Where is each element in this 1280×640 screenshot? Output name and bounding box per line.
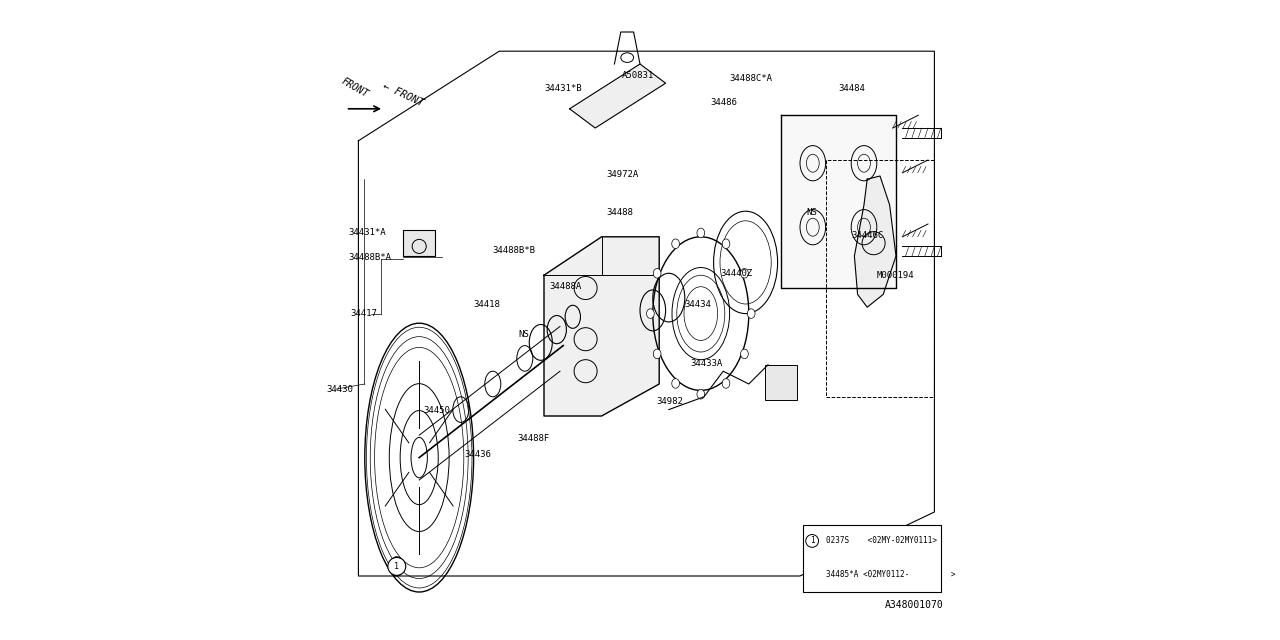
Text: 34484: 34484: [838, 84, 865, 93]
Text: 34488A: 34488A: [549, 282, 581, 291]
Polygon shape: [570, 64, 666, 128]
Text: 34434: 34434: [685, 300, 712, 308]
Text: ← FRONT: ← FRONT: [381, 81, 425, 109]
Text: 34982: 34982: [657, 397, 682, 406]
FancyBboxPatch shape: [765, 365, 796, 400]
Bar: [804, 525, 941, 592]
Text: 34431*B: 34431*B: [544, 84, 581, 93]
Polygon shape: [781, 115, 896, 288]
Ellipse shape: [653, 269, 660, 278]
Ellipse shape: [646, 309, 654, 319]
Ellipse shape: [696, 389, 704, 399]
Text: 34488B*A: 34488B*A: [348, 253, 392, 262]
Circle shape: [388, 557, 406, 575]
Text: 1: 1: [394, 562, 399, 571]
FancyBboxPatch shape: [403, 230, 435, 256]
Text: 34446C: 34446C: [851, 231, 883, 240]
Text: A348001070: A348001070: [886, 600, 945, 610]
Text: 34417: 34417: [351, 309, 378, 318]
Text: 34418: 34418: [474, 300, 500, 308]
Text: 34436: 34436: [465, 450, 490, 459]
Text: 34972A: 34972A: [607, 170, 639, 179]
Text: NS: NS: [806, 208, 817, 217]
Polygon shape: [544, 237, 659, 416]
Ellipse shape: [722, 239, 730, 248]
Ellipse shape: [722, 379, 730, 388]
Text: A50831: A50831: [622, 71, 654, 80]
Ellipse shape: [672, 239, 680, 248]
Text: FRONT: FRONT: [340, 76, 370, 99]
Text: 34450: 34450: [424, 406, 451, 415]
Text: 34488: 34488: [607, 208, 634, 217]
Text: 34430: 34430: [326, 385, 353, 394]
Ellipse shape: [696, 228, 704, 238]
Circle shape: [806, 534, 819, 547]
Text: 0237S    <02MY-02MY0111>: 0237S <02MY-02MY0111>: [826, 536, 937, 545]
Polygon shape: [855, 176, 896, 307]
Text: 34440Z: 34440Z: [719, 269, 753, 278]
Text: 34485*A <02MY0112-         >: 34485*A <02MY0112- >: [826, 570, 955, 579]
Text: 34433A: 34433A: [690, 359, 722, 368]
Text: NS: NS: [518, 330, 529, 339]
Ellipse shape: [672, 379, 680, 388]
Ellipse shape: [741, 269, 749, 278]
Text: 34488B*B: 34488B*B: [493, 246, 536, 255]
Text: 34486: 34486: [710, 98, 737, 107]
Ellipse shape: [653, 349, 660, 359]
Text: 34488C*A: 34488C*A: [730, 74, 773, 83]
Ellipse shape: [741, 349, 749, 359]
Text: M000194: M000194: [877, 271, 914, 280]
Text: 1: 1: [810, 536, 814, 545]
Text: 34488F: 34488F: [517, 434, 549, 443]
Text: 34431*A: 34431*A: [348, 228, 387, 237]
Ellipse shape: [748, 309, 755, 319]
